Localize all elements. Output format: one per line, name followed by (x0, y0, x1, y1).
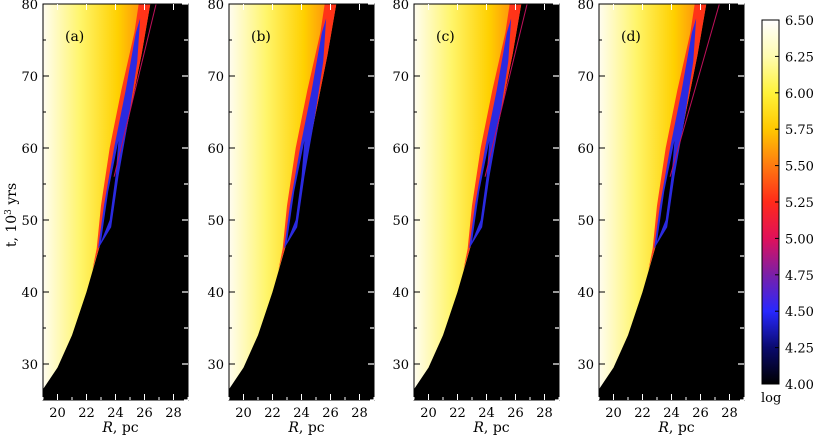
heatmap-field (229, 4, 374, 400)
panel-label: (a) (65, 29, 84, 45)
colorbar-tick-label: 4.00 (785, 378, 814, 393)
colorbar-tick-label: 4.50 (785, 305, 814, 320)
y-tick-label: 80 (21, 0, 38, 13)
y-tick-label: 40 (392, 286, 409, 301)
x-tick-label: 26 (136, 406, 153, 421)
x-tick-label: 24 (663, 406, 680, 421)
y-tick-label: 70 (577, 70, 594, 85)
y-tick-label: 40 (21, 286, 38, 301)
x-axis-title: R, pc (472, 420, 509, 435)
x-axis-title-unit: , pc (669, 420, 695, 435)
y-tick-label: 50 (21, 214, 38, 229)
panel-label: (d) (621, 29, 641, 45)
colorbar-tick-label: 6.25 (785, 50, 814, 65)
y-tick-label: 80 (392, 0, 409, 13)
panel-label: (c) (436, 29, 455, 45)
x-tick-label: 22 (634, 406, 651, 421)
shock-trace (113, 4, 157, 177)
x-tick-label: 20 (605, 406, 622, 421)
colorbar-tick-label: 6.50 (785, 14, 814, 29)
colorbar-tick-label: 5.00 (785, 232, 814, 247)
shell-core (101, 140, 119, 242)
x-tick-label: 24 (293, 406, 310, 421)
x-axis-title-unit: , pc (484, 420, 510, 435)
y-tick-label: 30 (207, 358, 224, 373)
x-tick-label: 22 (264, 406, 281, 421)
y-tick-label: 50 (577, 214, 594, 229)
x-tick-label: 22 (78, 406, 95, 421)
y-tick-label: 30 (577, 358, 594, 373)
x-tick-label: 20 (49, 406, 66, 421)
y-axis-title-base: t, 10 (4, 215, 20, 247)
x-axis-title-symbol: R (657, 420, 669, 435)
heatmap-field (414, 4, 559, 400)
shock-trace (484, 4, 528, 177)
x-tick-label: 28 (351, 406, 368, 421)
y-tick-label: 60 (392, 142, 409, 157)
y-axis-title-sup: 3 (4, 209, 14, 215)
x-tick-label: 26 (507, 406, 524, 421)
y-tick-label: 30 (21, 358, 38, 373)
y-tick-label: 50 (207, 214, 224, 229)
colorbar-title: log (761, 391, 781, 406)
y-tick-label: 80 (207, 0, 224, 13)
x-axis-title-symbol: R (287, 420, 299, 435)
x-axis-title-unit: , pc (299, 420, 325, 435)
heatmap-field (43, 4, 188, 400)
y-tick-label: 60 (21, 142, 38, 157)
shell-core (287, 140, 305, 242)
x-tick-label: 20 (235, 406, 252, 421)
y-tick-label: 70 (21, 70, 38, 85)
y-tick-label: 80 (577, 0, 594, 13)
panel-1: 20 22 24 26 28 30 40 50 60 70 80 (a) R, pc (21, 0, 189, 435)
colorbar-tick-label: 5.25 (785, 196, 814, 211)
y-tick-label: 30 (392, 358, 409, 373)
x-tick-label: 24 (478, 406, 495, 421)
y-tick-label: 60 (207, 142, 224, 157)
panel-label: (b) (251, 29, 271, 45)
panel-4: 20 22 24 26 28 30 40 50 60 70 80 (d) R, pc (577, 0, 745, 435)
colorbar-tick-label: 6.00 (785, 87, 814, 102)
y-tick-label: 50 (392, 214, 409, 229)
shell-core (657, 140, 675, 242)
y-tick-label: 70 (207, 70, 224, 85)
x-tick-label: 28 (165, 406, 182, 421)
y-axis-title-unit: yrs (4, 183, 20, 209)
shell-core (472, 140, 490, 242)
colorbar-tick-label: 4.75 (785, 269, 814, 284)
x-axis-title-symbol: R (472, 420, 484, 435)
x-tick-label: 24 (107, 406, 124, 421)
colorbar-tick-label: 5.75 (785, 123, 814, 138)
colorbar-tick-label: 5.50 (785, 160, 814, 175)
y-tick-label: 60 (577, 142, 594, 157)
x-axis-title-unit: , pc (113, 420, 139, 435)
y-tick-label: 40 (577, 286, 594, 301)
colorbar-tick-label: 4.25 (785, 342, 814, 357)
heatmap-field (599, 4, 744, 400)
x-axis-title: R, pc (287, 420, 324, 435)
x-tick-label: 28 (721, 406, 738, 421)
x-axis-title: R, pc (101, 420, 138, 435)
y-axis-title: t, 103 yrs (4, 183, 20, 247)
x-axis-title: R, pc (657, 420, 694, 435)
x-tick-label: 26 (692, 406, 709, 421)
x-tick-label: 28 (536, 406, 553, 421)
x-tick-label: 20 (420, 406, 437, 421)
x-tick-label: 26 (322, 406, 339, 421)
x-axis-title-symbol: R (101, 420, 113, 435)
panel-2: 20 22 24 26 28 30 40 50 60 70 80 (b) R, pc (207, 0, 375, 435)
x-tick-label: 22 (449, 406, 466, 421)
y-tick-label: 70 (392, 70, 409, 85)
shock-trace (669, 4, 720, 177)
colorbar: 4.00 4.25 4.50 4.75 5.00 5.25 5.50 5.75 6.00 6.25… (761, 14, 814, 406)
y-tick-label: 40 (207, 286, 224, 301)
panel-3: 20 22 24 26 28 30 40 50 60 70 80 (c) R, pc (392, 0, 560, 435)
